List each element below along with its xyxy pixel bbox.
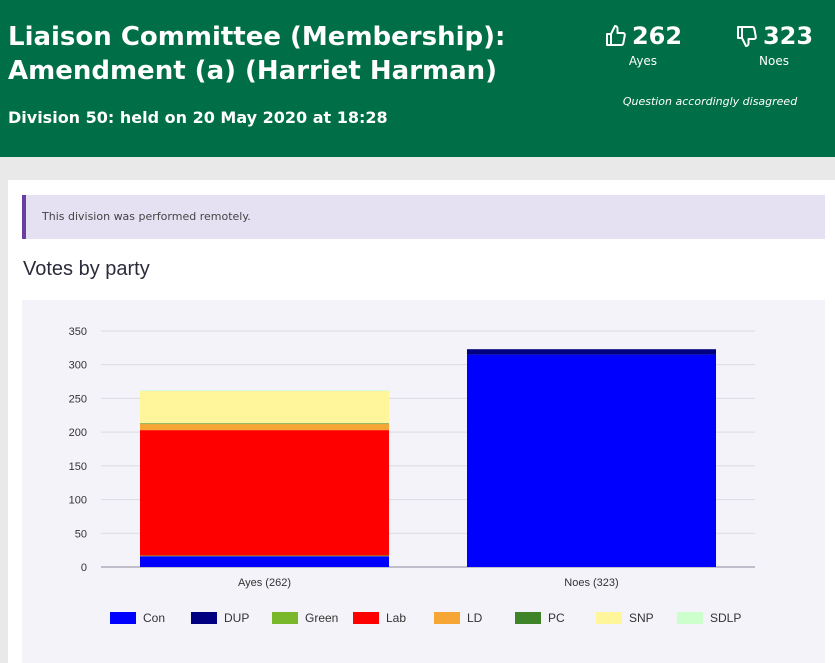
ayes-count: 262 bbox=[631, 22, 683, 50]
bar-segment-dup bbox=[467, 349, 716, 355]
bar-segment-snp bbox=[140, 391, 389, 424]
legend-item-lab[interactable]: Lab bbox=[353, 611, 434, 625]
legend-swatch bbox=[110, 612, 136, 624]
thumbs-down-icon bbox=[736, 26, 757, 47]
legend-label: SNP bbox=[629, 611, 654, 625]
legend-swatch bbox=[191, 612, 217, 624]
legend-item-ld[interactable]: LD bbox=[434, 611, 515, 625]
legend-item-dup[interactable]: DUP bbox=[191, 611, 272, 625]
legend-swatch bbox=[434, 612, 460, 624]
legend-label: DUP bbox=[224, 611, 250, 625]
legend-item-pc[interactable]: PC bbox=[515, 611, 596, 625]
ayes-summary: 262 Ayes bbox=[603, 22, 683, 68]
thumbs-up-icon bbox=[605, 25, 626, 46]
legend-swatch bbox=[596, 612, 622, 624]
y-tick-label: 250 bbox=[69, 393, 87, 405]
y-tick-label: 350 bbox=[69, 326, 87, 338]
legend-label: Con bbox=[143, 611, 166, 625]
chart-legend: Con DUP Green Lab LD PC SNP SDLP bbox=[110, 611, 758, 625]
legend-item-sdlp[interactable]: SDLP bbox=[677, 611, 758, 625]
legend-swatch bbox=[515, 612, 541, 624]
noes-count: 323 bbox=[762, 22, 814, 50]
y-tick-label: 50 bbox=[75, 528, 87, 540]
bar-segment-con bbox=[467, 354, 716, 567]
bar-segment-ld bbox=[140, 424, 389, 431]
remote-notice: This division was performed remotely. bbox=[22, 195, 825, 239]
y-tick-label: 200 bbox=[69, 427, 87, 439]
legend-item-green[interactable]: Green bbox=[272, 611, 353, 625]
division-subtitle: Division 50: held on 20 May 2020 at 18:2… bbox=[8, 108, 388, 127]
legend-label: LD bbox=[467, 611, 483, 625]
y-tick-label: 300 bbox=[69, 360, 87, 372]
ayes-label: Ayes bbox=[628, 54, 658, 68]
legend-swatch bbox=[272, 612, 298, 624]
content-panel: This division was performed remotely. Vo… bbox=[8, 180, 835, 663]
legend-label: SDLP bbox=[710, 611, 742, 625]
bar-segment-con bbox=[140, 556, 389, 567]
legend-label: Green bbox=[305, 611, 339, 625]
division-result: Question accordingly disagreed bbox=[622, 95, 798, 108]
legend-label: PC bbox=[548, 611, 565, 625]
bar-segment-green bbox=[140, 555, 389, 557]
y-tick-label: 0 bbox=[81, 562, 87, 574]
x-tick-label: Ayes (262) bbox=[238, 577, 291, 589]
noes-label: Noes bbox=[759, 54, 789, 68]
y-tick-label: 150 bbox=[69, 461, 87, 473]
legend-swatch bbox=[353, 612, 379, 624]
legend-item-snp[interactable]: SNP bbox=[596, 611, 677, 625]
votes-chart-svg: 0 50 100 150 200 250 300 350 Ayes (262) Noes (323… bbox=[69, 326, 755, 589]
legend-label: Lab bbox=[386, 611, 407, 625]
bar-segment-sdlp bbox=[140, 390, 389, 392]
votes-by-party-heading: Votes by party bbox=[23, 258, 150, 280]
title-line-2: Amendment (a) (Harriet Harman) bbox=[8, 56, 498, 86]
x-tick-label: Noes (323) bbox=[564, 577, 618, 589]
bar-segment-lab bbox=[140, 430, 389, 556]
title-line-1: Liaison Committee (Membership): bbox=[8, 22, 506, 52]
noes-summary: 323 Noes bbox=[734, 22, 814, 68]
y-tick-label: 100 bbox=[69, 495, 87, 507]
votes-chart: 0 50 100 150 200 250 300 350 Ayes (262) Noes (323… bbox=[22, 300, 825, 663]
page-title: Liaison Committee (Membership): Amendmen… bbox=[8, 20, 568, 88]
bar-segment-pc bbox=[140, 423, 389, 425]
division-header: Liaison Committee (Membership): Amendmen… bbox=[0, 0, 835, 157]
legend-item-con[interactable]: Con bbox=[110, 611, 191, 625]
legend-swatch bbox=[677, 612, 703, 624]
